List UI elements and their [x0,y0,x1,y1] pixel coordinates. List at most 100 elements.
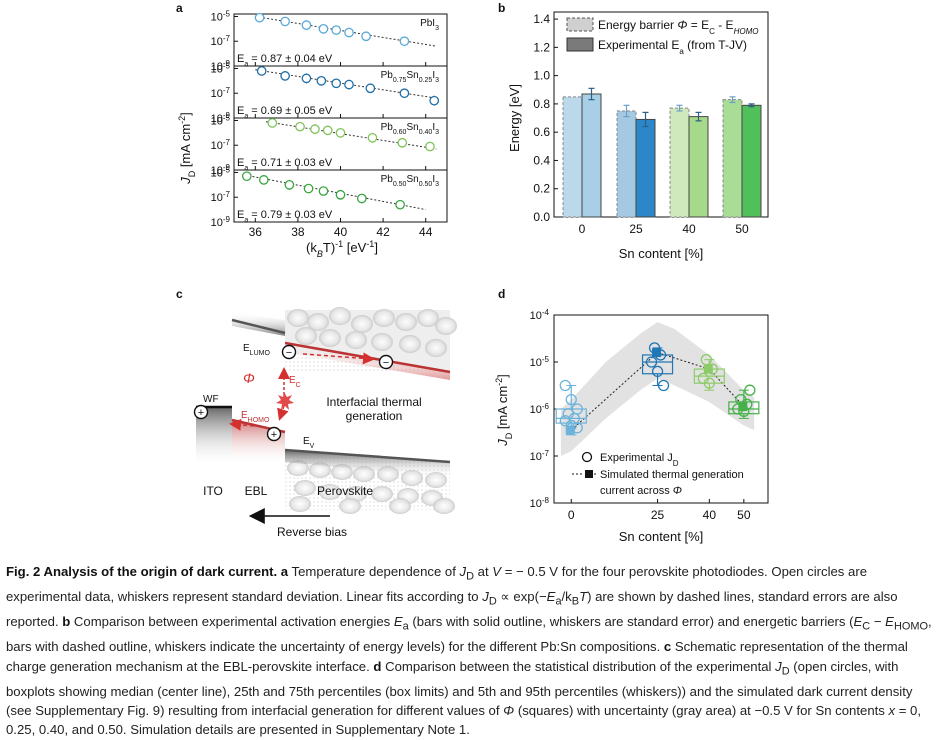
y-tick-label: 10-5 [211,61,231,76]
plot-frame [553,11,769,218]
x-tick-label: 42 [376,225,390,239]
caption-symbol: T [579,589,588,605]
perovskite-grain [287,460,309,476]
series-name: PbI3 [420,18,439,32]
caption-sub: D [466,570,475,583]
data-point [399,88,410,99]
bar-experimental-ea [635,118,656,218]
y-tick-label: 10-5 [211,113,231,128]
y-tick-label: 10-7 [211,190,231,205]
svg-text:−: − [383,357,389,369]
experimental-point [700,353,712,366]
caption-text: (squares) with uncertainty (gray area) a… [514,702,889,718]
perovskite-conduction-region [284,307,457,380]
y-tick-label: 0.0 [533,210,550,224]
y-tick-label: 10-6 [530,402,550,417]
x-tick-label: 36 [249,225,263,239]
data-point [310,124,320,134]
y-tick-label: 10-7 [211,138,231,153]
data-point [280,71,290,81]
data-point [316,76,327,86]
data-point [301,20,312,30]
x-tick-label: 40 [703,508,717,522]
box [728,401,760,415]
label-e-v: EV [303,436,315,450]
perovskite-grain [435,317,457,335]
label-generation-line1: Interfacial thermal [326,395,421,409]
y-tick-label: 10-7 [530,449,550,464]
caption-sub: D [781,665,790,678]
panel-d-ylabel: JD [mA cm-2] [494,374,514,447]
legend-label-experimental: Experimental JD [600,452,679,468]
y-tick-label: 10-9 [211,111,231,126]
y-tick-label: 0.6 [533,125,550,139]
experimental-point [645,356,658,368]
experimental-point [706,363,718,375]
caption-symbol: J [459,564,467,579]
caption-label-d: d [373,658,382,674]
caption-sub: HOMO [893,620,928,633]
panel-a-label: a [176,1,183,15]
svg-text:+: + [271,429,277,441]
data-point [395,199,405,210]
experimental-point [741,398,753,410]
legend-label-barrier: Energy barrier Φ = EC - EHOMO [598,18,758,36]
panel-a-ylabel: JD [mA cm-2] [177,112,197,185]
perovskite-grain [345,331,367,349]
perovskite-valence-region [284,448,455,514]
perovskite-grain [371,486,393,502]
caption-symbol: Φ [503,702,515,718]
reverse-bias-label: Reverse bias [277,525,347,539]
experimental-point [571,422,583,434]
uncertainty-band [560,322,755,456]
electron-icon-1: − [281,344,297,360]
experimental-point [657,379,670,392]
legend-label-simulated-2: current across Φ [600,485,682,497]
label-generation-line2: generation [346,409,403,423]
data-point [258,175,269,185]
bar-experimental-ea [688,116,709,218]
bar-energy-barrier [722,99,743,218]
hole-icon-2: + [193,404,209,420]
experimental-point [559,379,571,392]
series-name: Pb0.50Sn0.50I3 [381,174,440,188]
y-tick-label: 1.0 [533,69,550,83]
x-tick-label: 40 [334,225,348,239]
experimental-point [654,349,667,361]
data-point [429,95,440,106]
y-tick-label: 10-5 [211,9,231,24]
perovskite-grain [417,309,439,327]
hole-drift-arrow [229,418,255,431]
data-point [241,171,252,182]
panel-b: b 0.0 0.2 0.4 0.6 0.8 1.0 1.2 1.4 0 25 40 50 Energy… [498,1,769,261]
caption-sub: a [402,620,409,633]
bar-energy-barrier [669,107,690,218]
perovskite-grain [319,484,341,500]
y-tick-label: 10-9 [211,215,231,230]
caption-sub: a [555,595,562,608]
panel-d-xlabel: Sn content [%] [619,529,704,544]
perovskite-grain [329,307,351,325]
panel-d: d 10-4 10-5 10-6 10-7 10-8 0 25 40 50 JD [mA cm-… [494,287,769,544]
experimental-point [703,377,715,389]
y-tick-label: 1.4 [533,12,550,26]
y-tick-label: 10-4 [530,308,550,323]
x-tick-label: 25 [651,508,665,522]
activation-energy-label: Ea = 0.87 ± 0.04 eV [237,53,333,68]
panel-b-legend: Energy barrier Φ = EC - EHOMO Experiment… [566,17,758,56]
figure-caption: Fig. 2 Analysis of the origin of dark cu… [6,562,938,740]
y-tick-label: 1.2 [533,40,550,54]
label-e-lumo: ELUMO [243,343,270,357]
data-point [295,121,305,132]
caption-symbol: V [492,564,502,579]
fit-line [265,121,437,150]
y-tick-label: 10-5 [211,165,231,180]
y-tick-label: 10-7 [211,34,231,49]
label-e-homo: EHOMO [241,410,270,424]
caption-text: Comparison between the statistical distr… [381,658,776,674]
panel-b-xlabel: Sn content [%] [619,246,704,261]
generation-arrow-down [277,405,289,421]
electron-drift-arrow [302,352,375,365]
x-tick-label: 38 [291,225,305,239]
svg-text:+: + [198,407,204,419]
